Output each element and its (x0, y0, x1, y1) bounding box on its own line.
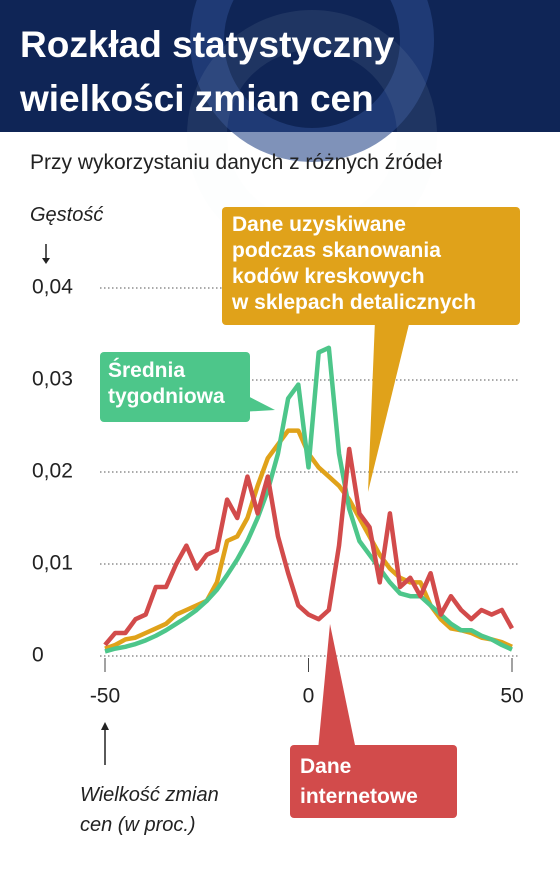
x-axis-label: Wielkość zmian cen (w proc.) (80, 784, 219, 836)
header-band (0, 0, 560, 132)
legend-label: Dane internetowe (300, 755, 418, 808)
arrow-head (101, 722, 109, 730)
legend-pointer (240, 392, 275, 412)
legend-box (222, 207, 520, 325)
legend-box (290, 745, 457, 818)
legend-label: Dane uzyskiwane podczas skanowania kodów… (232, 213, 476, 314)
series-line (103, 446, 514, 647)
series-line (104, 345, 513, 654)
legend-pointer (368, 320, 410, 492)
chart-subtitle: Przy wykorzystaniu danych z różnych źród… (30, 151, 442, 174)
x-tick-label: 50 (500, 685, 523, 708)
legend-label: Średnia tygodniowa (108, 359, 225, 408)
x-tick-label: -50 (90, 685, 120, 708)
y-tick-label: 0,03 (32, 368, 73, 391)
y-tick-label: 0,01 (32, 552, 73, 575)
y-tick-label: 0,04 (32, 276, 73, 299)
arrow-head (42, 258, 50, 264)
legend-box (100, 352, 250, 422)
header-decoration (190, 0, 434, 162)
x-tick-label: 0 (303, 685, 315, 708)
grid: 0 0,01 0,02 0,03 0,04 -50 0 50 (32, 276, 524, 708)
legend-pointer (318, 624, 356, 750)
y-tick-label: 0 (32, 644, 44, 667)
y-axis-label: Gęstość (30, 204, 104, 226)
y-tick-label: 0,02 (32, 460, 73, 483)
chart-title: Rozkład statystyczny wielkości zmian cen (20, 24, 395, 119)
